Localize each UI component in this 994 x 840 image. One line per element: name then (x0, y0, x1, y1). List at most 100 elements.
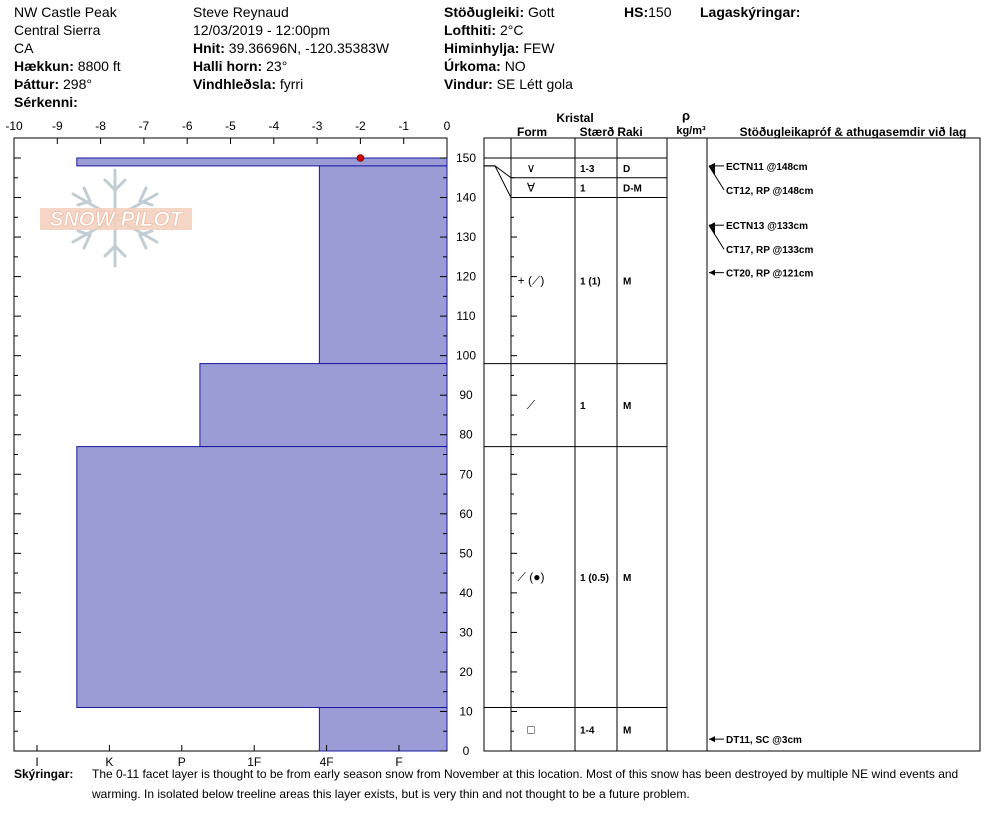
temperature-axis: -10 -9 -8 -7 -6 -5 -4 -3 -2 -1 0 (5, 119, 451, 144)
test-pointer-3 (708, 224, 725, 250)
sky-label: Himinhylja: (444, 40, 519, 56)
stability-value: Gott (528, 4, 555, 20)
precip-value: NO (505, 58, 526, 74)
height-tick-label-9: 90 (459, 388, 473, 402)
kristal-header: Kristal (556, 111, 593, 125)
coords-value: 39.36696N, -120.35383W (229, 40, 390, 56)
grain-table-frame (483, 137, 981, 752)
temperature-point-0 (356, 154, 365, 162)
temp-tick-label-4: -6 (182, 119, 193, 133)
watermark-text: SNOW PILOT (50, 208, 185, 231)
size-header: Stærð (580, 125, 615, 139)
range-name: Central Sierra (14, 22, 101, 38)
hardness-tick-label-0: I (35, 755, 38, 769)
height-tick-label-13: 130 (456, 230, 476, 244)
hardness-axis: I K P 1F 4F F (35, 745, 403, 769)
grain-form-0: ∨ (527, 161, 536, 175)
wind-value: SE Létt gola (497, 76, 573, 92)
grain-size-2: 1 (1) (580, 277, 601, 288)
form-header: Form (517, 125, 547, 139)
hardness-tick-label-1: K (105, 755, 113, 769)
elevation-label: Hækkun: (14, 58, 74, 74)
height-tick-label-7: 70 (459, 467, 473, 481)
layer-connector-1 (484, 165, 512, 198)
air-temp-value: 2°C (500, 22, 524, 38)
height-tick-label-5: 50 (459, 546, 473, 560)
temp-tick-label-3: -7 (139, 119, 150, 133)
grain-form-1: ∀ (527, 181, 536, 195)
stability-test-label-5: DT11, SC @3cm (726, 735, 802, 746)
grain-form-5: □ (527, 722, 534, 736)
coordinates: Hnit: 39.36696N, -120.35383W (193, 40, 390, 56)
state-name: CA (14, 40, 34, 56)
hardness-bar-1 (318, 165, 448, 365)
grain-table: Kristal Form Stærð Raki ρ kg/m³ Stöðugle… (483, 108, 981, 752)
hardness-bars (76, 157, 448, 752)
stability-test-label-3: CT17, RP @133cm (726, 245, 813, 256)
grain-size-4: 1 (0.5) (580, 573, 609, 584)
stability-test-label-1: CT12, RP @148cm (726, 186, 813, 197)
height-tick-label-2: 20 (459, 665, 473, 679)
hardness-temperature-chart: -10 -9 -8 -7 -6 -5 -4 -3 -2 -1 0 I K P 1F 4F F (5, 119, 450, 769)
sky-cover: Himinhylja: FEW (444, 40, 555, 56)
temperature-points (356, 154, 365, 162)
elevation: Hækkun: 8800 ft (14, 58, 121, 74)
observation-datetime: 12/03/2019 - 12:00pm (193, 22, 330, 38)
grain-moisture-0: D (623, 164, 630, 175)
height-tick-label-4: 40 (459, 586, 473, 600)
height-tick-label-14: 140 (456, 191, 476, 205)
wind-label: Vindur: (444, 76, 493, 92)
height-tick-label-8: 80 (459, 428, 473, 442)
hs-value: 150 (648, 4, 672, 20)
test-pointer-1 (708, 165, 725, 191)
temp-tick-label-8: -2 (355, 119, 366, 133)
hardness-bar-3 (76, 446, 448, 709)
location-name: NW Castle Peak (14, 4, 118, 20)
stability: Stöðugleiki: Gott (444, 4, 555, 20)
aspect: Þáttur: 298° (14, 76, 92, 92)
temp-tick-label-2: -8 (95, 119, 106, 133)
height-tick-label-6: 60 (459, 507, 473, 521)
grain-moisture-3: M (623, 401, 631, 412)
height-tick-label-15: 150 (456, 151, 476, 165)
wind-loading-value: fyrri (280, 76, 303, 92)
arrow-icon (709, 162, 715, 169)
grain-moisture-1: D-M (623, 184, 642, 195)
height-tick-label-3: 30 (459, 625, 473, 639)
stability-tests: ECTN11 @148cm CT12, RP @148cm ECTN13 @133c… (708, 162, 813, 746)
grain-size-1: 1 (580, 184, 586, 195)
observer-name: Steve Reynaud (193, 4, 289, 20)
grain-moisture-2: M (623, 277, 631, 288)
features-label: Sérkenni: (14, 94, 78, 110)
precipitation: Úrkoma: NO (444, 57, 526, 74)
temp-tick-label-5: -5 (225, 119, 236, 133)
slope-angle: Halli horn: 23° (193, 58, 287, 74)
hs-label: HS: (624, 4, 648, 20)
height-tick-label-0: 0 (463, 744, 470, 758)
air-temp-label: Lofthiti: (444, 22, 496, 38)
density-symbol: ρ (682, 108, 690, 123)
hardness-tick-label-5: F (395, 755, 402, 769)
stability-test-label-0: ECTN11 @148cm (726, 162, 808, 173)
hardness-tick-label-3: 1F (247, 755, 261, 769)
layer-connectors (484, 157, 512, 709)
hardness-bar-0 (76, 157, 448, 167)
features: Sérkenni: (14, 94, 78, 110)
grain-form-3: ⟋ (527, 398, 536, 412)
slope-label: Halli horn: (193, 58, 262, 74)
temp-tick-label-6: -4 (268, 119, 279, 133)
temp-tick-label-9: -1 (398, 119, 409, 133)
grain-rows: ∨ 1-3 D ∀ 1 D-M + (⟋) 1 (1) M ⟋ 1 M ⟋ (●) 1 (0.5) M □ 1-… (511, 157, 667, 736)
stability-label: Stöðugleiki: (444, 4, 524, 20)
height-tick-label-1: 10 (459, 704, 473, 718)
arrow-icon (709, 222, 715, 229)
coords-label: Hnit: (193, 40, 225, 56)
wind-loading: Vindhleðsla: fyrri (193, 76, 303, 92)
height-tick-label-11: 110 (456, 309, 475, 323)
elevation-value: 8800 ft (78, 58, 121, 74)
grain-size-0: 1-3 (580, 164, 595, 175)
tests-header: Stöðugleikapróf & athugasemdir við lag (740, 125, 967, 139)
arrow-icon (709, 165, 715, 175)
snowpilot-logo: SNOW PILOT (40, 168, 192, 268)
grain-moisture-4: M (623, 573, 631, 584)
